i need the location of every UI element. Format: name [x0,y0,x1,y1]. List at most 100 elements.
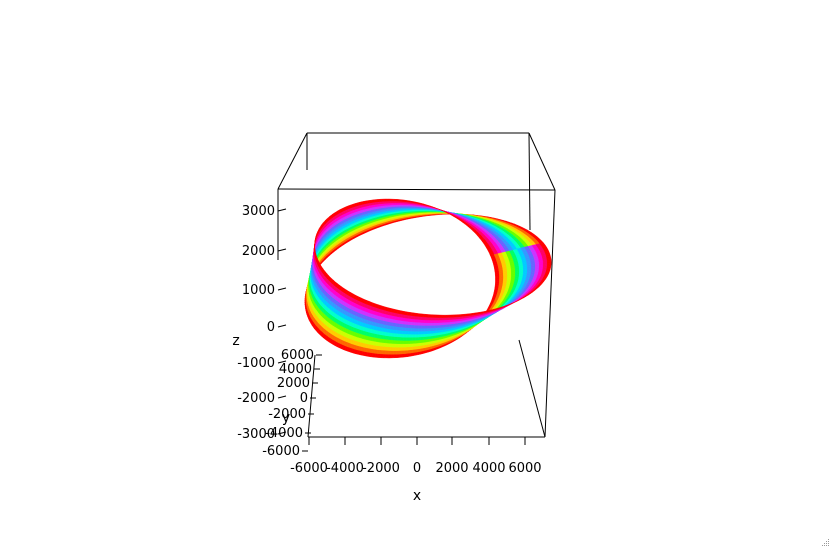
plot-box [277,132,556,438]
z-tick-label: 2000 [242,244,275,259]
surface-facet [423,330,428,335]
x-tick-label: -4000 [326,461,364,476]
surface-facet [414,334,419,338]
surface-facet [414,321,419,326]
surface-facet [411,321,416,326]
surface-facet [430,327,435,332]
surface-facet [412,349,416,353]
surface-facet [414,336,419,341]
surface-facet [417,328,422,332]
surface-facet [403,340,407,345]
x-tick-label: -2000 [362,461,400,476]
surface-facet [408,327,413,332]
surface-facet [427,319,433,324]
surface-facet [417,333,422,338]
surface-facet [424,319,429,323]
surface-facet [426,330,431,334]
x-tick-label: 0 [413,461,421,476]
surface-facet [424,327,428,332]
surface-facet [405,330,410,335]
surface-facet [408,330,413,335]
surface-facet [421,313,426,318]
surface-facet [418,322,422,326]
x-tick-label: 4000 [472,461,505,476]
surface-facet [405,324,409,329]
surface-facet [427,322,432,326]
surface-facet [421,322,426,326]
surface-facet [409,343,413,348]
surface-facet [409,352,414,357]
y-tick-label: 2000 [277,376,310,391]
surface-facet [396,333,401,338]
surface-facet [408,333,413,338]
surface-facet [408,337,413,341]
box-edge [528,132,556,191]
surface-facet [406,346,411,351]
surface-facet [417,325,422,329]
z-tick-label: -2000 [237,391,275,406]
surface-facet [411,327,416,332]
y-tick-label: -2000 [268,407,306,422]
surface-facet [424,322,429,326]
surface-facet [420,336,425,341]
surface-facet [411,339,416,344]
surface-facet [399,326,403,331]
surface-facet [415,201,419,204]
z-tick-label: -3000 [237,427,275,442]
surface-facet [405,327,410,332]
surface-facet [402,336,407,341]
surface-facet [421,325,425,329]
surface-facet [434,322,439,326]
z-axis-title: z [232,333,239,349]
surface-facet [400,340,405,344]
surface-facet [399,330,404,335]
z-tick-label: 0 [267,320,275,335]
surface-facet [407,352,411,357]
z-tick-mark [277,324,287,328]
surface-facet [403,346,408,351]
surface-facet [418,319,422,323]
z-tick-label: 1000 [242,283,275,298]
y-tick-label: -6000 [262,444,300,459]
x-axis-ticks: -6000-4000-2000 0 2000 4000 6000 [290,437,542,476]
surface-facet [430,325,435,329]
surface-facet [429,330,434,334]
surface-facet [420,330,425,335]
x-tick-label: 6000 [508,461,541,476]
surface-facet [402,330,407,335]
surface-facet [417,313,423,318]
surface-facet [423,336,428,340]
surface-facet [424,325,429,329]
y-tick-label: 0 [300,391,308,406]
surface-facet [417,336,422,341]
z-axis-ticks: -3000 -2000 -1000 0 1000 2000 3000 [237,204,287,442]
surface-facet [489,252,495,256]
x-tick-label: -6000 [290,461,328,476]
surface-facet [410,200,415,204]
surface-facet [434,319,439,323]
surface-facet [415,342,419,347]
surface-facet [426,333,431,337]
surface-facet [428,314,433,318]
surface-facet [404,205,408,208]
surface-facet [413,201,417,204]
box-edge [544,189,556,438]
z-tick-mark [277,287,287,291]
surface-facet [435,314,440,318]
z-tick-mark [277,208,287,212]
surface-facet [423,333,428,337]
x-axis-title: x [413,488,421,504]
surface-facet [414,318,419,323]
surface-facet [412,343,416,347]
surface-facet [404,311,409,316]
y-tick-label: 6000 [281,348,314,363]
surface-facet [411,330,416,335]
z-tick-mark [277,248,287,252]
resize-grip-icon[interactable] [820,537,830,547]
surface-facet [417,331,422,335]
surface-facet [403,343,408,348]
surface-facet [398,346,402,351]
surface-facet [420,339,425,343]
